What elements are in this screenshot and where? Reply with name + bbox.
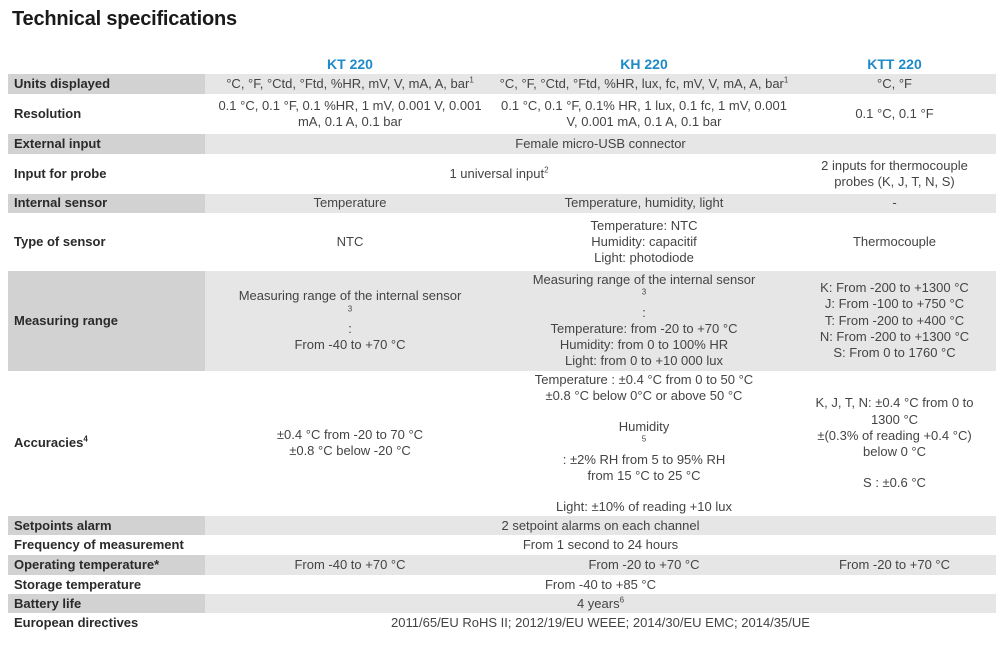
row-battery-life: Battery life 4 years6	[8, 594, 996, 614]
row-label: Input for probe	[14, 165, 107, 181]
cell-kt: °C, °F, °Ctd, °Ftd, %HR, mV, V, mA, A, b…	[205, 74, 495, 94]
spec-table: KT 220 KH 220 KTT 220 Units displayed °C…	[8, 56, 996, 633]
cell-all: From -40 to +85 °C	[544, 576, 657, 592]
row-label: Storage temperature	[14, 576, 142, 592]
page-title: Technical specifications	[12, 8, 237, 30]
header-blank	[8, 56, 205, 74]
cell-kh: Temperature: NTC Humidity: capacitif Light…	[590, 217, 698, 266]
cell-kh: Measuring range of the internal sensor 3 …	[495, 271, 793, 371]
row-label: Resolution	[14, 105, 82, 121]
cell-ktt: 0.1 °C, 0.1 °F	[855, 105, 934, 121]
row-accuracies: Accuracies4 ±0.4 °C from -20 to 70 °C ±0…	[8, 371, 996, 517]
cell-all: 4 years6	[205, 594, 996, 614]
row-resolution: Resolution 0.1 °C, 0.1 °F, 0.1 %HR, 1 mV…	[8, 94, 996, 134]
cell-ktt: K: From -200 to +1300 °C J: From -100 to…	[793, 271, 996, 371]
cell-kh: Temperature, humidity, light	[495, 194, 793, 213]
cell-ktt: K, J, T, N: ±0.4 °C from 0 to 1300 °C ±(…	[815, 395, 974, 491]
row-label: Operating temperature*	[8, 555, 205, 576]
cell-kh: Temperature : ±0.4 °C from 0 to 50 °C ±0…	[534, 371, 754, 515]
row-european-directives: European directives 2011/65/EU RoHS II; …	[8, 613, 996, 633]
row-label: Setpoints alarm	[8, 516, 205, 536]
cell-kt: NTC	[336, 233, 364, 249]
cell-all: Female micro-USB connector	[205, 134, 996, 154]
row-type-of-sensor: Type of sensor NTC Temperature: NTC Humid…	[8, 213, 996, 271]
row-frequency: Frequency of measurement From 1 second t…	[8, 535, 996, 555]
row-measuring-range: Measuring range Measuring range of the i…	[8, 271, 996, 371]
header-kt220: KT 220	[327, 56, 373, 73]
row-external-input: External input Female micro-USB connecto…	[8, 134, 996, 154]
header-row: KT 220 KH 220 KTT 220	[8, 56, 996, 74]
row-label: Type of sensor	[14, 233, 106, 249]
cell-kt: Measuring range of the internal sensor 3 …	[205, 271, 495, 371]
row-internal-sensor: Internal sensor Temperature Temperature,…	[8, 194, 996, 213]
row-setpoints-alarm: Setpoints alarm 2 setpoint alarms on eac…	[8, 516, 996, 536]
row-label: Measuring range	[8, 271, 205, 371]
cell-ktt: Thermocouple	[852, 233, 937, 249]
row-operating-temperature: Operating temperature* From -40 to +70 °…	[8, 555, 996, 576]
cell-kt: From -40 to +70 °C	[205, 555, 495, 576]
cell-kt: Temperature	[205, 194, 495, 213]
row-label: European directives	[14, 615, 139, 631]
header-kh220: KH 220	[620, 56, 668, 73]
row-label: Internal sensor	[8, 194, 205, 213]
cell-kt-kh: 1 universal input2	[449, 165, 549, 181]
cell-all: 2 setpoint alarms on each channel	[205, 516, 996, 536]
row-storage-temperature: Storage temperature From -40 to +85 °C	[8, 575, 996, 594]
row-input-for-probe: Input for probe 1 universal input2 2 inp…	[8, 154, 996, 194]
row-label: Frequency of measurement	[14, 537, 184, 553]
row-label: Battery life	[8, 594, 205, 614]
row-label: Accuracies4	[14, 434, 88, 451]
row-label: External input	[8, 134, 205, 154]
cell-all: From 1 second to 24 hours	[522, 537, 679, 553]
cell-kt: ±0.4 °C from -20 to 70 °C ±0.8 °C below …	[276, 427, 424, 459]
row-units-displayed: Units displayed °C, °F, °Ctd, °Ftd, %HR,…	[8, 74, 996, 94]
cell-kt: 0.1 °C, 0.1 °F, 0.1 %HR, 1 mV, 0.001 V, …	[218, 97, 482, 129]
cell-ktt: -	[793, 194, 996, 213]
row-label: Units displayed	[8, 74, 205, 94]
cell-kh: °C, °F, °Ctd, °Ftd, %HR, lux, fc, mV, V,…	[495, 74, 793, 94]
cell-ktt: From -20 to +70 °C	[793, 555, 996, 576]
cell-kh: From -20 to +70 °C	[495, 555, 793, 576]
cell-ktt: 2 inputs for thermocouple probes (K, J, T…	[821, 157, 968, 189]
cell-kh: 0.1 °C, 0.1 °F, 0.1% HR, 1 lux, 0.1 fc, …	[501, 97, 787, 129]
cell-all: 2011/65/EU RoHS II; 2012/19/EU WEEE; 201…	[391, 615, 810, 631]
cell-ktt: °C, °F	[793, 74, 996, 94]
header-ktt220: KTT 220	[867, 56, 922, 73]
